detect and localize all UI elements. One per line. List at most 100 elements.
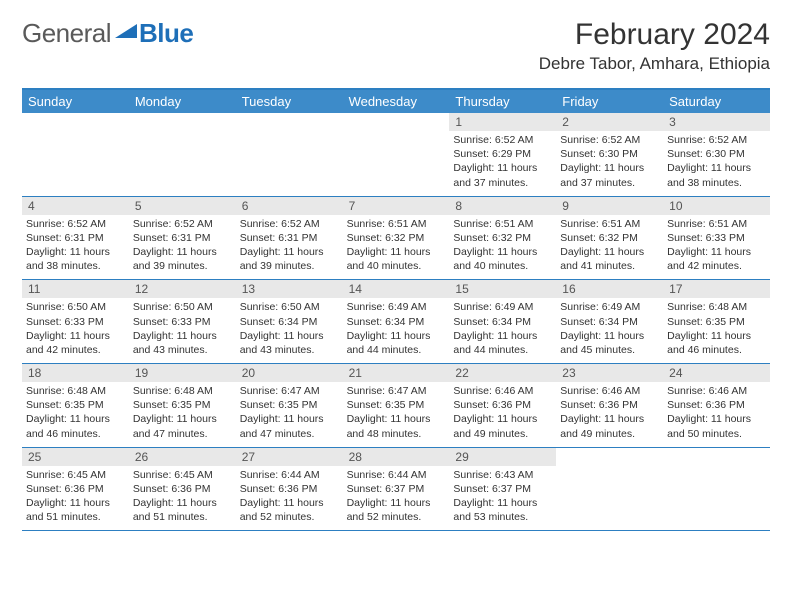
info-sunset: Sunset: 6:30 PM [667, 147, 766, 161]
day-number: 13 [236, 280, 343, 298]
day-cell: 22 Sunrise: 6:46 AMSunset: 6:36 PMDayligh… [449, 364, 556, 447]
day-number: 7 [343, 197, 450, 215]
info-sunset: Sunset: 6:36 PM [133, 482, 232, 496]
day-cell [343, 113, 450, 196]
info-daylight2: and 47 minutes. [133, 427, 232, 441]
week-row: 11Sunrise: 6:50 AMSunset: 6:33 PMDayligh… [22, 280, 770, 364]
info-sunrise: Sunrise: 6:47 AM [240, 384, 339, 398]
day-number: 9 [556, 197, 663, 215]
day-info: Sunrise: 6:45 AMSunset: 6:36 PMDaylight:… [133, 468, 232, 525]
info-sunrise: Sunrise: 6:48 AM [133, 384, 232, 398]
day-info: Sunrise: 6:51 AMSunset: 6:32 PMDaylight:… [453, 217, 552, 274]
info-daylight1: Daylight: 11 hours [26, 496, 125, 510]
info-sunrise: Sunrise: 6:45 AM [133, 468, 232, 482]
weeks-container: 1 Sunrise: 6:52 AM Sunset: 6:29 PM Daylight… [22, 113, 770, 531]
info-sunrise: Sunrise: 6:52 AM [133, 217, 232, 231]
triangle-icon [115, 20, 137, 47]
info-daylight1: Daylight: 11 hours [133, 496, 232, 510]
day-info: Sunrise: 6:49 AMSunset: 6:34 PMDaylight:… [453, 300, 552, 357]
info-daylight1: Daylight: 11 hours [453, 412, 552, 426]
info-sunrise: Sunrise: 6:52 AM [26, 217, 125, 231]
day-cell: 3Sunrise: 6:52 AMSunset: 6:30 PMDaylight… [663, 113, 770, 196]
day-number: 27 [236, 448, 343, 466]
info-sunrise: Sunrise: 6:46 AM [453, 384, 552, 398]
day-number: 24 [663, 364, 770, 382]
info-sunrise: Sunrise: 6:51 AM [560, 217, 659, 231]
day-number: 22 [449, 364, 556, 382]
calendar: Sunday Monday Tuesday Wednesday Thursday… [22, 88, 770, 531]
info-sunset: Sunset: 6:34 PM [347, 315, 446, 329]
info-sunset: Sunset: 6:35 PM [347, 398, 446, 412]
info-daylight2: and 38 minutes. [26, 259, 125, 273]
day-number: 4 [22, 197, 129, 215]
day-info: Sunrise: 6:45 AMSunset: 6:36 PMDaylight:… [26, 468, 125, 525]
info-daylight1: Daylight: 11 hours [26, 245, 125, 259]
day-number: 25 [22, 448, 129, 466]
info-daylight1: Daylight: 11 hours [347, 496, 446, 510]
info-sunset: Sunset: 6:36 PM [240, 482, 339, 496]
day-cell [236, 113, 343, 196]
info-sunset: Sunset: 6:35 PM [240, 398, 339, 412]
info-sunrise: Sunrise: 6:50 AM [26, 300, 125, 314]
day-cell: 21Sunrise: 6:47 AMSunset: 6:35 PMDayligh… [343, 364, 450, 447]
day-info: Sunrise: 6:52 AMSunset: 6:31 PMDaylight:… [240, 217, 339, 274]
info-daylight2: and 52 minutes. [240, 510, 339, 524]
info-daylight2: and 51 minutes. [133, 510, 232, 524]
day-cell: 5Sunrise: 6:52 AMSunset: 6:31 PMDaylight… [129, 197, 236, 280]
info-daylight2: and 52 minutes. [347, 510, 446, 524]
info-sunset: Sunset: 6:30 PM [560, 147, 659, 161]
day-cell: 20Sunrise: 6:47 AMSunset: 6:35 PMDayligh… [236, 364, 343, 447]
info-daylight2: and 49 minutes. [560, 427, 659, 441]
day-info: Sunrise: 6:46 AMSunset: 6:36 PMDaylight:… [560, 384, 659, 441]
info-daylight1: Daylight: 11 hours [240, 329, 339, 343]
info-daylight1: Daylight: 11 hours [347, 412, 446, 426]
day-cell: 17Sunrise: 6:48 AMSunset: 6:35 PMDayligh… [663, 280, 770, 363]
info-sunset: Sunset: 6:35 PM [26, 398, 125, 412]
info-sunset: Sunset: 6:34 PM [240, 315, 339, 329]
info-sunset: Sunset: 6:29 PM [453, 147, 552, 161]
info-daylight1: Daylight: 11 hours [453, 245, 552, 259]
info-sunrise: Sunrise: 6:43 AM [453, 468, 552, 482]
dayname-mon: Monday [129, 90, 236, 113]
day-number: 1 [449, 113, 556, 131]
day-number: 5 [129, 197, 236, 215]
info-sunset: Sunset: 6:36 PM [560, 398, 659, 412]
day-cell: 26Sunrise: 6:45 AMSunset: 6:36 PMDayligh… [129, 448, 236, 531]
info-sunrise: Sunrise: 6:49 AM [453, 300, 552, 314]
day-cell: 11Sunrise: 6:50 AMSunset: 6:33 PMDayligh… [22, 280, 129, 363]
info-sunrise: Sunrise: 6:50 AM [240, 300, 339, 314]
day-number: 8 [449, 197, 556, 215]
info-daylight2: and 39 minutes. [133, 259, 232, 273]
day-info: Sunrise: 6:44 AMSunset: 6:36 PMDaylight:… [240, 468, 339, 525]
day-number [556, 448, 663, 466]
info-daylight2: and 47 minutes. [240, 427, 339, 441]
info-sunrise: Sunrise: 6:51 AM [667, 217, 766, 231]
day-info: Sunrise: 6:46 AMSunset: 6:36 PMDaylight:… [453, 384, 552, 441]
day-cell: 12Sunrise: 6:50 AMSunset: 6:33 PMDayligh… [129, 280, 236, 363]
day-info: Sunrise: 6:47 AMSunset: 6:35 PMDaylight:… [347, 384, 446, 441]
info-daylight2: and 46 minutes. [667, 343, 766, 357]
info-sunrise: Sunrise: 6:49 AM [560, 300, 659, 314]
info-daylight2: and 43 minutes. [133, 343, 232, 357]
info-sunrise: Sunrise: 6:48 AM [667, 300, 766, 314]
info-sunset: Sunset: 6:36 PM [26, 482, 125, 496]
dayname-tue: Tuesday [236, 90, 343, 113]
info-sunrise: Sunrise: 6:47 AM [347, 384, 446, 398]
day-info: Sunrise: 6:48 AMSunset: 6:35 PMDaylight:… [667, 300, 766, 357]
info-sunset: Sunset: 6:35 PM [133, 398, 232, 412]
dayname-fri: Friday [556, 90, 663, 113]
week-row: 18Sunrise: 6:48 AMSunset: 6:35 PMDayligh… [22, 364, 770, 448]
day-number: 16 [556, 280, 663, 298]
day-info: Sunrise: 6:44 AMSunset: 6:37 PMDaylight:… [347, 468, 446, 525]
day-info: Sunrise: 6:47 AMSunset: 6:35 PMDaylight:… [240, 384, 339, 441]
info-sunset: Sunset: 6:32 PM [347, 231, 446, 245]
day-number: 6 [236, 197, 343, 215]
info-daylight2: and 48 minutes. [347, 427, 446, 441]
day-cell: 2Sunrise: 6:52 AMSunset: 6:30 PMDaylight… [556, 113, 663, 196]
day-info: Sunrise: 6:50 AMSunset: 6:33 PMDaylight:… [133, 300, 232, 357]
info-daylight2: and 45 minutes. [560, 343, 659, 357]
info-sunrise: Sunrise: 6:51 AM [347, 217, 446, 231]
day-number [343, 113, 450, 131]
header: General Blue February 2024 Debre Tabor, … [22, 18, 770, 74]
info-daylight1: Daylight: 11 hours [560, 329, 659, 343]
